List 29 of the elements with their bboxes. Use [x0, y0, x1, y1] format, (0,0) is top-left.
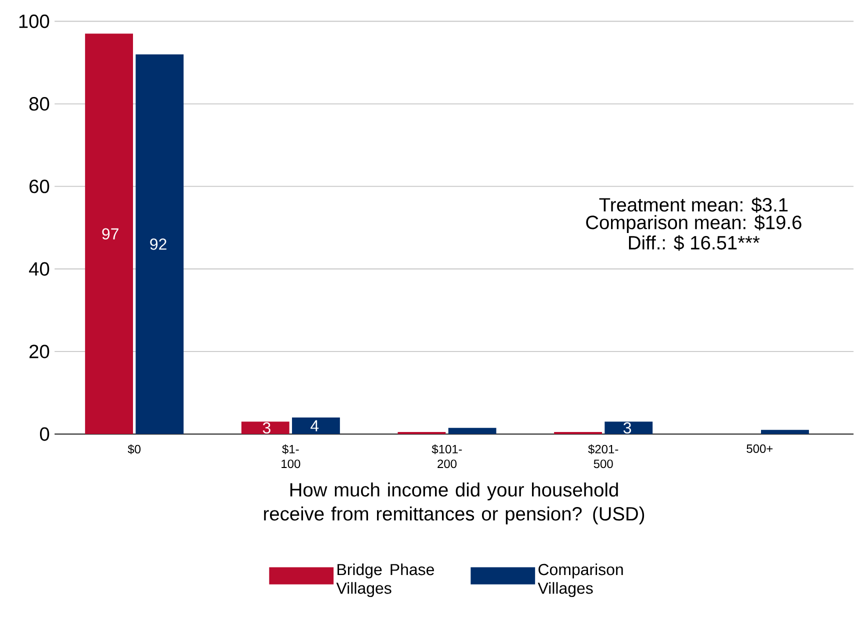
bar	[136, 54, 184, 434]
x-tick-label: $201-500	[588, 444, 618, 468]
annotation: Diff.: $ 16.51***	[629, 235, 760, 251]
data-label: 97	[102, 228, 118, 240]
y-tick-label: 80	[29, 97, 50, 111]
y-tick-label: 100	[19, 14, 50, 28]
bar	[292, 417, 340, 434]
x-axis-title: How much income did your household receive from remittances or pension? (USD)	[264, 482, 644, 524]
data-label: 4	[310, 420, 319, 432]
x-tick-label: $101-200	[432, 444, 462, 468]
data-label: 3	[623, 422, 632, 434]
y-tick-label: 60	[30, 180, 50, 194]
x-tick-label: 500+	[746, 444, 773, 453]
bar	[241, 422, 290, 434]
data-label: 3	[262, 422, 270, 434]
bar	[761, 430, 809, 434]
x-tick-label: $0	[128, 444, 141, 454]
legend-label: Comparison Villages	[538, 563, 623, 597]
y-tick-label: 40	[29, 262, 50, 276]
y-tick-label: 20	[30, 344, 50, 358]
annotation: Treatment mean: $3.1	[599, 197, 788, 213]
bar	[604, 422, 653, 434]
annotation: Comparison mean: $19.6	[586, 214, 802, 233]
bar	[448, 428, 496, 434]
legend-label: Bridge Phase Villages	[336, 563, 434, 597]
data-label: 92	[150, 238, 166, 250]
y-tick-label: 0	[40, 427, 50, 441]
x-tick-label: $1-100	[282, 444, 300, 468]
bar	[85, 34, 133, 434]
